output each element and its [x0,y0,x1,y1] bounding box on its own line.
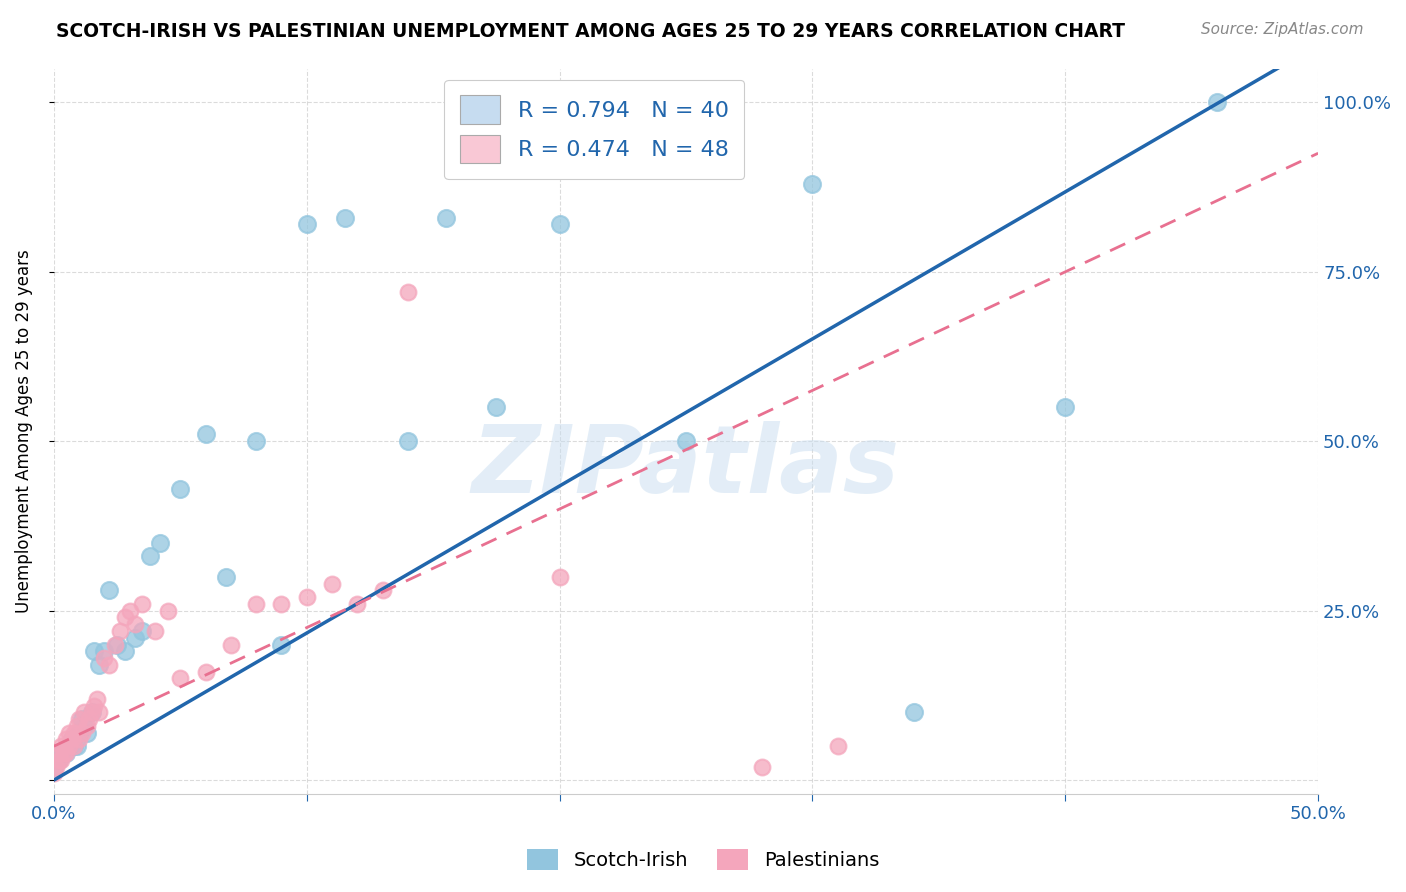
Point [80,706,103,720]
Point [270,597,292,611]
Point [52,746,75,760]
Point [139,549,162,564]
Point [93,651,115,665]
Point [89,706,111,720]
Point [48,746,70,760]
Point [169,672,191,686]
Point [396,285,419,300]
Point [67,732,90,747]
Point [131,624,153,638]
Point [903,706,925,720]
Point [114,644,136,658]
Point [434,211,457,225]
Point [83,644,105,658]
Point [103,638,125,652]
Point [83,698,105,713]
Point [333,211,356,225]
Point [48,753,70,767]
Point [70,712,93,726]
Point [77,712,100,726]
Point [67,725,90,739]
Point [86,691,108,706]
Point [295,590,318,604]
Point [73,706,96,720]
Point [70,725,93,739]
Point [245,597,267,611]
Point [143,624,166,638]
Point [548,570,571,584]
Y-axis label: Unemployment Among Ages 25 to 29 years: Unemployment Among Ages 25 to 29 years [15,249,32,613]
Point [156,604,179,618]
Point [45,759,67,773]
Point [89,657,111,672]
Point [55,746,77,760]
Point [114,610,136,624]
Point [108,624,131,638]
Point [801,177,824,191]
Point [124,617,146,632]
Point [1206,95,1229,110]
Point [42,766,65,780]
Point [599,150,621,164]
Point [396,434,419,449]
Point [215,570,238,584]
Point [51,753,73,767]
Point [55,746,77,760]
Point [371,583,394,598]
Point [295,218,318,232]
Point [169,482,191,496]
Point [149,536,172,550]
Point [98,583,121,598]
Point [485,401,508,415]
Point [65,719,87,733]
Point [346,597,368,611]
Point [76,725,98,739]
Legend: Scotch-Irish, Palestinians: Scotch-Irish, Palestinians [519,841,887,878]
Point [675,434,697,449]
Point [63,725,86,739]
Point [105,638,128,652]
Point [194,665,217,679]
Point [48,753,70,767]
Point [58,739,80,754]
Point [98,657,121,672]
Point [270,638,292,652]
Point [321,576,343,591]
Point [548,218,571,232]
Point [76,719,98,733]
Point [245,434,267,449]
Legend: R = 0.794   N = 40, R = 0.474   N = 48: R = 0.794 N = 40, R = 0.474 N = 48 [444,79,744,179]
Point [51,746,73,760]
Point [118,604,141,618]
Point [63,739,86,754]
Point [51,739,73,754]
Point [131,597,153,611]
Point [42,759,65,773]
Point [55,732,77,747]
Point [73,719,96,733]
Point [751,759,773,773]
Point [194,427,217,442]
Point [827,739,849,754]
Point [1054,401,1077,415]
Point [63,739,86,754]
Point [65,739,87,754]
Point [219,638,242,652]
Point [67,712,90,726]
Text: SCOTCH-IRISH VS PALESTINIAN UNEMPLOYMENT AMONG AGES 25 TO 29 YEARS CORRELATION C: SCOTCH-IRISH VS PALESTINIAN UNEMPLOYMENT… [56,22,1125,41]
Point [93,644,115,658]
Point [60,732,83,747]
Point [58,725,80,739]
Point [80,706,103,720]
Text: ZIPatlas: ZIPatlas [472,421,900,514]
Point [124,631,146,645]
Point [60,732,83,747]
Text: Source: ZipAtlas.com: Source: ZipAtlas.com [1201,22,1364,37]
Point [58,739,80,754]
